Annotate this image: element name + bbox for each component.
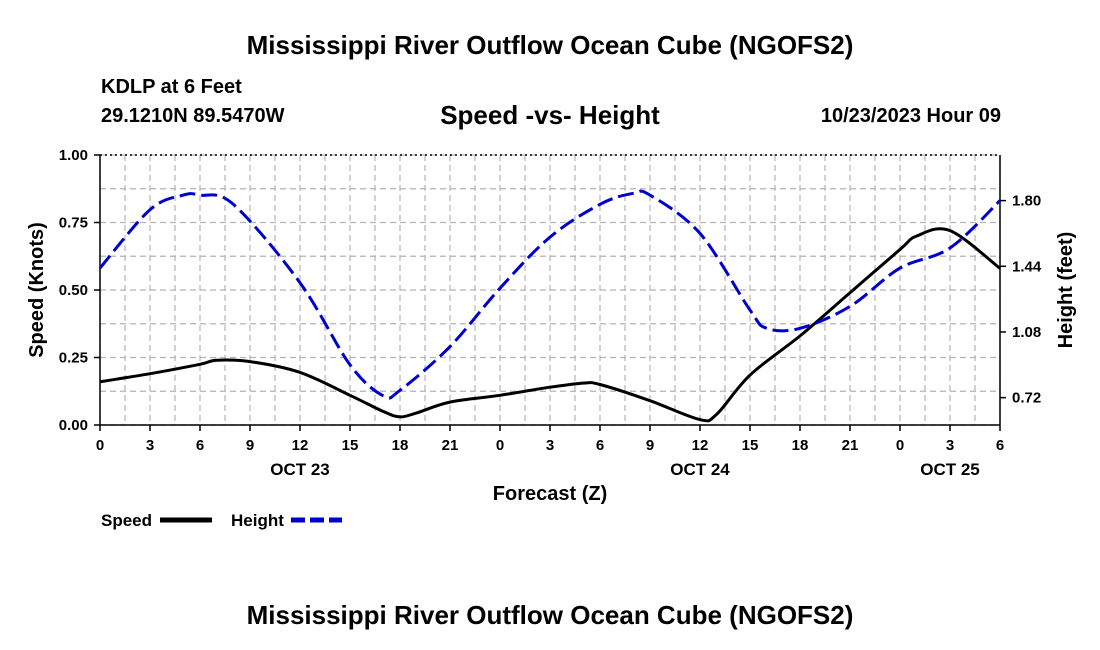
y-tick-label-right: 1.44 xyxy=(1012,258,1042,275)
legend-label-speed: Speed xyxy=(101,511,152,530)
x-tick-label: 6 xyxy=(596,437,604,454)
x-tick-label: 3 xyxy=(946,437,954,454)
x-tick-label: 6 xyxy=(196,437,204,454)
axis-label-layer: Forecast (Z) Speed (Knots) Height (feet) xyxy=(26,222,1077,505)
x-tick-label: 0 xyxy=(496,437,504,454)
x-tick-label: 12 xyxy=(692,437,709,454)
x-tick-label: 9 xyxy=(246,437,254,454)
y-tick-label-right: 1.80 xyxy=(1012,193,1041,210)
station-coordinates: 29.1210N 89.5470W xyxy=(101,105,285,127)
y-tick-label-left: 0.00 xyxy=(59,417,88,434)
y-tick-label-left: 0.75 xyxy=(59,215,88,232)
y-axis-title-right: Height (feet) xyxy=(1055,232,1077,349)
y-tick-label-left: 0.50 xyxy=(59,282,88,299)
y-tick-label-right: 1.08 xyxy=(1012,324,1041,341)
legend-label-height: Height xyxy=(231,511,284,530)
station-label: KDLP at 6 Feet xyxy=(101,76,242,98)
x-date-label: OCT 23 xyxy=(270,460,330,479)
x-date-label: OCT 25 xyxy=(920,460,980,479)
series-layer xyxy=(98,189,1002,423)
x-tick-label: 18 xyxy=(792,437,809,454)
forecast-datetime: 10/23/2023 Hour 09 xyxy=(820,105,1001,127)
x-tick-label: 21 xyxy=(442,437,459,454)
x-tick-label: 9 xyxy=(646,437,654,454)
footer-title: Mississippi River Outflow Ocean Cube (NG… xyxy=(246,600,854,630)
grid-layer xyxy=(99,154,1001,426)
x-tick-label: 15 xyxy=(342,437,359,454)
speed-height-chart: 0 3 6 9 12 15 18 21 0 3 6 9 12 15 18 21 0 3 6 OCT 23 OCT 24 O… xyxy=(26,147,1077,530)
x-date-label: OCT 24 xyxy=(670,460,730,479)
y-axis-title-left: Speed (Knots) xyxy=(26,222,48,358)
series-line-speed xyxy=(99,227,1001,423)
x-tick-label: 18 xyxy=(392,437,409,454)
x-tick-label: 3 xyxy=(146,437,154,454)
y-tick-label-right: 0.72 xyxy=(1012,390,1041,407)
x-tick-label: 0 xyxy=(896,437,904,454)
x-tick-label: 12 xyxy=(292,437,309,454)
x-tick-label: 21 xyxy=(842,437,859,454)
chart-main-title: Mississippi River Outflow Ocean Cube (NG… xyxy=(246,30,854,60)
series-line-height xyxy=(98,189,1002,400)
legend: Speed Height xyxy=(101,511,342,530)
x-tick-label: 3 xyxy=(546,437,554,454)
x-tick-label: 0 xyxy=(96,437,104,454)
axes-layer: 0 3 6 9 12 15 18 21 0 3 6 9 12 15 18 21 0 3 6 OCT 23 OCT 24 O… xyxy=(59,147,1042,479)
y-tick-label-left: 1.00 xyxy=(59,147,88,164)
x-tick-label: 6 xyxy=(996,437,1004,454)
chart-subtitle: Speed -vs- Height xyxy=(440,100,660,130)
y-tick-label-left: 0.25 xyxy=(59,350,88,367)
x-tick-label: 15 xyxy=(742,437,759,454)
x-axis-title: Forecast (Z) xyxy=(493,483,607,505)
